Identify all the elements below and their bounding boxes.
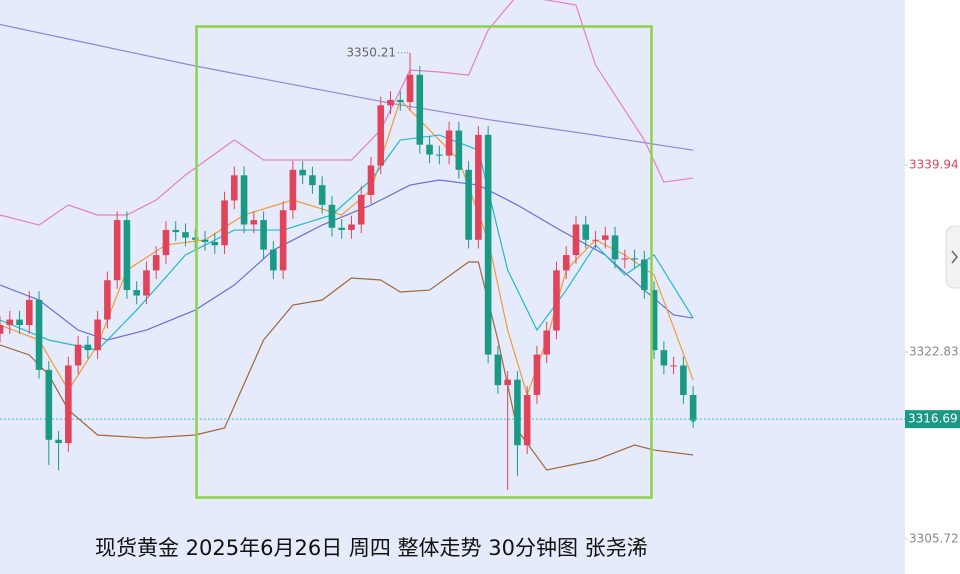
plot-background — [0, 0, 905, 574]
candle-body — [553, 270, 560, 331]
candle-body — [260, 220, 267, 250]
candle-body — [611, 235, 619, 260]
candle-body — [426, 144, 433, 155]
candle-body — [514, 379, 521, 446]
candle-body — [231, 175, 238, 201]
candle-body — [289, 169, 297, 211]
candle-body — [689, 394, 697, 420]
candle-body — [211, 241, 219, 246]
candle-body — [279, 210, 287, 271]
candle-body — [318, 185, 326, 205]
candle-body — [533, 354, 541, 395]
last-price-dot — [690, 416, 697, 423]
y-tick-label: 3322.83 — [909, 345, 959, 359]
candle-body — [621, 258, 629, 260]
candle-body — [240, 175, 248, 225]
y-tick-label: 3305.72 — [909, 532, 959, 546]
candle-body — [152, 255, 160, 271]
candle-body — [650, 290, 658, 351]
candle-body — [299, 169, 306, 176]
candle-body — [348, 224, 355, 230]
candle-body — [396, 99, 404, 103]
candle-body — [0, 325, 4, 334]
candle-body — [84, 344, 92, 351]
candle-body — [484, 134, 492, 355]
candle-body — [201, 239, 209, 242]
candle-body — [572, 224, 580, 256]
candle-body — [182, 232, 189, 238]
candle-body — [172, 229, 180, 233]
candle-body — [162, 229, 170, 256]
candle-body — [94, 319, 101, 351]
indicator-line — [0, 0, 694, 226]
annotation: 3350.21 — [346, 45, 396, 59]
candle-body — [6, 319, 14, 326]
candle-body — [494, 354, 502, 386]
current-price-badge — [905, 410, 960, 429]
candle-body — [133, 290, 140, 296]
arrow-icon — [951, 250, 958, 264]
candle-body — [377, 105, 385, 166]
candle-body — [445, 130, 453, 156]
candle-body — [582, 224, 590, 240]
candle-body — [270, 249, 277, 271]
candle-body — [592, 239, 599, 241]
candle-body — [504, 379, 511, 386]
indicator-line — [0, 23, 694, 151]
candle-body — [406, 74, 414, 103]
candle-body — [250, 220, 258, 225]
candle-body — [465, 169, 472, 240]
y-tick-label: 3339.94 — [909, 158, 959, 172]
plot: 3350.21 — [0, 0, 905, 491]
highlight-box — [195, 25, 653, 499]
candle-body — [65, 365, 72, 444]
candle-body — [143, 270, 150, 296]
candle-body — [113, 220, 121, 281]
candle-body — [641, 259, 648, 291]
candle-body — [601, 235, 609, 240]
side-toggle[interactable] — [945, 225, 960, 289]
candle-body — [387, 99, 394, 106]
candle-body — [357, 194, 365, 225]
candle-body — [55, 439, 62, 444]
candle-body — [475, 134, 482, 240]
candle-body — [338, 227, 345, 230]
candle-body — [523, 394, 531, 446]
candle-body — [328, 204, 336, 228]
candle-body — [104, 280, 111, 320]
current-price-label: 3316.69 — [908, 412, 958, 426]
candle-body — [74, 344, 82, 366]
candle-body — [35, 299, 43, 370]
y-axis: 3305.72 3322.83 3339.94 3316.69 — [905, 158, 960, 546]
candle-body — [543, 330, 551, 355]
candle-body — [309, 175, 316, 186]
side-toggle-button[interactable] — [945, 225, 960, 289]
candle-body — [436, 154, 443, 156]
candle-body — [631, 258, 638, 260]
candle-body — [660, 350, 668, 366]
candle-body — [221, 200, 228, 246]
candle-body — [455, 130, 463, 170]
candle-body — [45, 369, 53, 440]
chart-title: 现货黄金 2025年6月26日 周四 整体走势 30分钟图 张尧浠 — [95, 536, 648, 560]
candle-body — [562, 255, 570, 271]
indicator-line — [0, 261, 694, 471]
candle-body — [680, 365, 687, 395]
candle-body — [367, 165, 375, 195]
candle-body — [416, 74, 424, 145]
candle-body — [25, 299, 33, 326]
candle-body — [123, 220, 131, 291]
candle-body — [16, 319, 23, 326]
candle-body — [670, 365, 677, 367]
